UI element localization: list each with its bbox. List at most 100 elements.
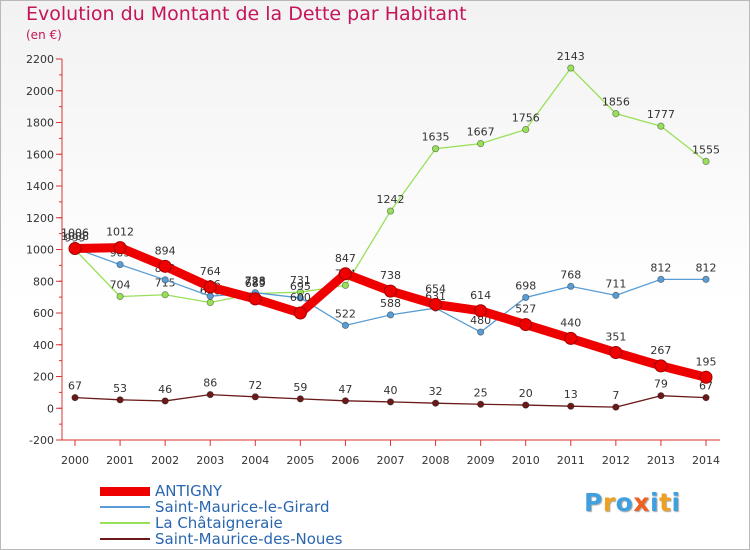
data-label: 689 bbox=[245, 277, 266, 290]
data-point bbox=[474, 304, 488, 318]
x-tick-label: 2012 bbox=[602, 454, 630, 467]
x-tick-label: 2005 bbox=[286, 454, 314, 467]
data-point bbox=[567, 64, 575, 72]
data-point bbox=[609, 346, 623, 360]
data-label: 894 bbox=[155, 244, 176, 257]
data-label: 2143 bbox=[557, 50, 585, 63]
data-label: 440 bbox=[560, 316, 581, 329]
data-point bbox=[384, 284, 397, 298]
data-label: 698 bbox=[515, 279, 536, 292]
data-label: 59 bbox=[293, 381, 307, 394]
proxiti-logo: Proxiti bbox=[584, 488, 681, 517]
data-label: 480 bbox=[470, 314, 491, 327]
data-label: 731 bbox=[290, 274, 311, 287]
data-point bbox=[113, 241, 127, 255]
data-label: 1856 bbox=[602, 96, 630, 109]
legend-label: Saint-Maurice-des-Noues bbox=[155, 530, 343, 548]
x-tick-label: 2010 bbox=[512, 454, 540, 467]
data-label: 728 bbox=[245, 275, 266, 288]
data-point bbox=[612, 291, 620, 299]
data-label: 715 bbox=[155, 277, 176, 290]
data-label: 764 bbox=[200, 265, 221, 278]
data-label: 47 bbox=[338, 383, 352, 396]
data-label: 53 bbox=[113, 382, 127, 395]
legend-label: La Châtaigneraie bbox=[155, 514, 283, 532]
data-label: 13 bbox=[564, 388, 578, 401]
data-point bbox=[341, 397, 350, 405]
data-point bbox=[116, 292, 124, 301]
legend-swatch bbox=[100, 522, 150, 524]
data-point bbox=[567, 282, 575, 290]
legend-swatch bbox=[100, 506, 150, 508]
data-label: 723 bbox=[245, 275, 266, 288]
data-point bbox=[158, 259, 172, 273]
data-label: 812 bbox=[650, 261, 671, 274]
data-point bbox=[296, 395, 304, 403]
chart-title: Evolution du Montant de la Dette par Hab… bbox=[26, 3, 467, 25]
data-label: 1555 bbox=[692, 143, 720, 156]
data-point bbox=[519, 318, 533, 332]
y-tick-label: 0 bbox=[47, 402, 54, 415]
data-label: 46 bbox=[158, 383, 172, 396]
data-label: 1008 bbox=[61, 230, 89, 243]
data-point bbox=[251, 393, 259, 401]
data-point bbox=[206, 292, 214, 300]
legend-swatch bbox=[100, 487, 150, 496]
y-tick-label: -200 bbox=[29, 434, 54, 447]
y-tick-label: 1600 bbox=[26, 148, 54, 161]
data-point bbox=[431, 399, 440, 407]
data-label: 1242 bbox=[377, 193, 405, 206]
data-point bbox=[248, 292, 262, 306]
data-point bbox=[654, 359, 668, 373]
data-point bbox=[341, 281, 350, 289]
y-tick-label: 1800 bbox=[26, 117, 54, 130]
data-label: 1756 bbox=[512, 111, 540, 124]
x-tick-label: 2007 bbox=[377, 454, 405, 467]
y-tick-label: 600 bbox=[33, 307, 54, 320]
data-label: 527 bbox=[515, 303, 536, 316]
data-label: 86 bbox=[203, 377, 217, 390]
data-point bbox=[386, 398, 395, 406]
data-point bbox=[161, 291, 169, 299]
series-saint-maurice-des-noues: 67 53 46 86 72 59 47 40 32 25 20 13 7 79 67 bbox=[68, 377, 713, 411]
data-point bbox=[296, 294, 304, 302]
x-tick-label: 2002 bbox=[151, 454, 179, 467]
data-label: 195 bbox=[696, 355, 717, 368]
data-point bbox=[68, 242, 82, 256]
data-point bbox=[702, 157, 710, 165]
chart-subtitle: (en €) bbox=[26, 28, 62, 42]
data-label: 67 bbox=[699, 380, 713, 393]
x-tick-label: 2014 bbox=[692, 454, 720, 467]
y-tick-label: 2000 bbox=[26, 85, 54, 98]
data-label: 1635 bbox=[422, 131, 450, 144]
data-point bbox=[206, 390, 214, 399]
data-label: 79 bbox=[654, 378, 668, 391]
data-point bbox=[522, 125, 530, 134]
data-point bbox=[564, 331, 578, 345]
data-point bbox=[702, 275, 710, 283]
data-point bbox=[71, 394, 79, 402]
data-label: 588 bbox=[380, 297, 401, 310]
x-tick-label: 2000 bbox=[61, 454, 89, 467]
data-point bbox=[522, 401, 530, 409]
x-tick-label: 2013 bbox=[647, 454, 675, 467]
data-point bbox=[702, 394, 710, 402]
data-point bbox=[477, 400, 485, 408]
data-label: 704 bbox=[110, 278, 131, 291]
data-point bbox=[477, 140, 485, 148]
data-point bbox=[522, 293, 530, 302]
data-label: 695 bbox=[290, 280, 311, 293]
y-tick-label: 400 bbox=[33, 339, 54, 352]
data-point bbox=[161, 276, 169, 284]
data-label: 1667 bbox=[467, 126, 495, 139]
data-label: 711 bbox=[605, 277, 626, 290]
data-label: 1006 bbox=[61, 227, 89, 240]
data-label: 847 bbox=[335, 252, 356, 265]
data-label: 522 bbox=[335, 307, 356, 320]
data-label: 614 bbox=[470, 289, 491, 302]
data-point bbox=[699, 370, 713, 384]
data-point bbox=[612, 110, 620, 118]
legend-swatch bbox=[100, 538, 150, 540]
